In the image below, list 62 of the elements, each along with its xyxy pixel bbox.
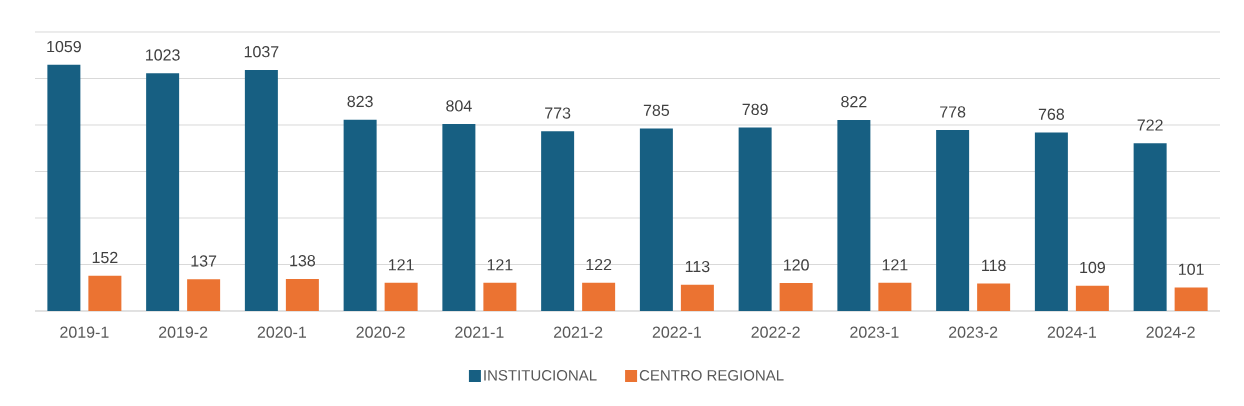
- bar: [47, 64, 81, 311]
- data-label: 121: [487, 259, 513, 271]
- bar: [343, 119, 377, 311]
- data-label: 118: [982, 259, 1006, 272]
- bar: [146, 73, 180, 311]
- bar: [680, 284, 714, 311]
- bar: [936, 130, 970, 311]
- x-tick-label: 2023-1: [850, 326, 899, 338]
- data-label: 804: [446, 100, 472, 112]
- data-label: 785: [643, 104, 670, 116]
- data-label: 778: [940, 106, 966, 118]
- bar: [187, 279, 221, 311]
- x-tick-label: 2019-2: [159, 326, 208, 338]
- data-label: 121: [882, 259, 908, 271]
- bar: [1034, 132, 1068, 311]
- x-tick-label: 2021-1: [455, 326, 504, 338]
- bar: [582, 282, 616, 311]
- x-tick-label: 2020-2: [356, 326, 405, 338]
- data-label: 109: [1080, 261, 1105, 274]
- data-label: 120: [784, 259, 809, 271]
- bar: [837, 119, 871, 311]
- data-label: 152: [92, 251, 118, 264]
- bar: [541, 131, 575, 311]
- bar: [1133, 143, 1167, 311]
- data-label: 768: [1038, 108, 1065, 120]
- bar: [878, 282, 912, 311]
- data-label: 137: [191, 255, 217, 267]
- x-tick-label: 2022-1: [652, 326, 702, 338]
- data-label: 789: [742, 103, 768, 116]
- data-label: 823: [347, 95, 373, 108]
- bar: [384, 282, 418, 311]
- data-label: 1023: [146, 49, 180, 61]
- data-label: 722: [1137, 119, 1163, 131]
- bar: [88, 275, 122, 311]
- bar: [442, 124, 476, 311]
- data-label: 773: [545, 107, 571, 119]
- bar: [483, 282, 517, 311]
- legend-label: INSTITUCIONAL: [484, 370, 597, 381]
- x-tick-label: 2021-2: [554, 326, 603, 338]
- bar: [285, 278, 319, 311]
- data-label: 113: [685, 260, 710, 273]
- bar: [977, 283, 1011, 311]
- data-label: 822: [841, 96, 867, 108]
- x-tick-label: 2019-1: [60, 326, 109, 338]
- data-label: 121: [389, 259, 414, 271]
- x-tick-label: 2024-1: [1047, 326, 1097, 338]
- bar: [1075, 285, 1109, 311]
- data-label: 1059: [47, 40, 81, 53]
- x-tick-label: 2022-2: [751, 326, 800, 338]
- x-tick-label: 2023-2: [949, 326, 998, 338]
- bar: [639, 128, 673, 311]
- data-label: 1037: [244, 46, 279, 58]
- data-label: 101: [1179, 263, 1204, 275]
- legend-label: CENTRO REGIONAL: [639, 370, 784, 381]
- bar: [779, 283, 813, 311]
- data-label: 138: [290, 255, 316, 267]
- bar: [1174, 287, 1208, 311]
- bar: [738, 127, 772, 311]
- x-tick-label: 2020-1: [257, 326, 306, 338]
- x-tick-label: 2024-2: [1146, 326, 1195, 338]
- data-label: 122: [586, 258, 612, 271]
- bar: [244, 69, 278, 311]
